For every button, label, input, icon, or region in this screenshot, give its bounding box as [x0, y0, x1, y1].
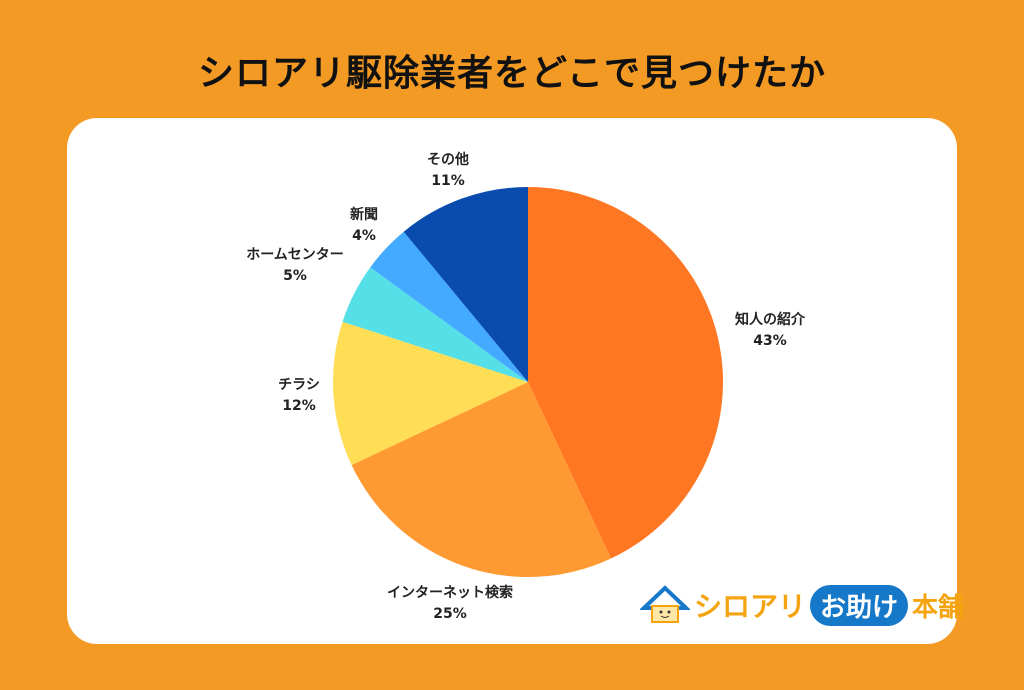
label-newspaper: 新聞 4%: [350, 205, 378, 247]
logo-text-part3: 本舗: [912, 592, 965, 623]
slice-label: インターネット検索: [387, 585, 513, 601]
pie-slice-5: [403, 187, 528, 382]
house-mascot-icon: [639, 582, 691, 628]
label-internet: インターネット検索 25%: [387, 583, 513, 625]
pie-slice-3: [342, 267, 528, 382]
pie-slice-0: [528, 187, 723, 559]
label-home-center: ホームセンター 5%: [246, 245, 344, 287]
slice-value: 25%: [433, 606, 467, 622]
slice-label: チラシ: [278, 377, 320, 393]
label-other: その他 11%: [427, 150, 469, 192]
pie-slice-4: [370, 231, 528, 382]
pie-slice-1: [351, 382, 612, 577]
slice-label: 新聞: [350, 207, 378, 223]
label-flyer: チラシ 12%: [278, 375, 320, 417]
label-acquaintance: 知人の紹介 43%: [735, 310, 805, 352]
brand-logo: シロアリ お助け 本舗: [639, 580, 965, 630]
slice-label: 知人の紹介: [735, 312, 805, 328]
logo-text-part1: シロアリ: [694, 590, 807, 623]
slice-value: 43%: [753, 333, 787, 349]
pie-slice-2: [333, 321, 528, 466]
slice-value: 5%: [283, 268, 307, 284]
chart-title: シロアリ駆除業者をどこで見つけたか: [198, 53, 826, 94]
logo-text-part2: お助け: [810, 584, 909, 626]
slice-value: 12%: [282, 398, 316, 414]
slice-label: その他: [427, 152, 469, 168]
slice-value: 4%: [352, 228, 376, 244]
slice-value: 11%: [431, 173, 465, 189]
slice-label: ホームセンター: [246, 247, 344, 263]
